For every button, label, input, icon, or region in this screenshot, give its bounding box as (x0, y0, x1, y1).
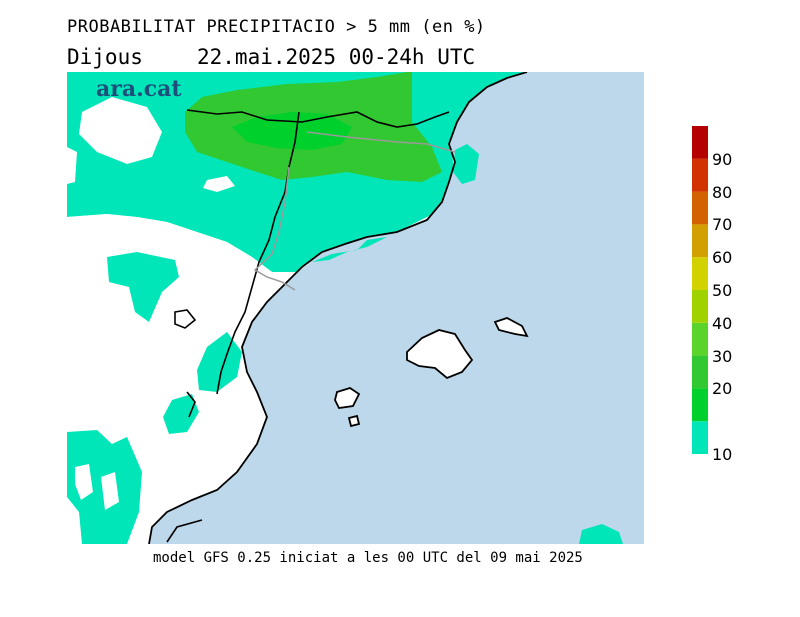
legend-label: 90 (712, 149, 733, 169)
sea (149, 72, 644, 544)
legend-label: 10 (712, 445, 733, 464)
brand-logo: ara.cat (96, 76, 182, 102)
legend-label: 20 (712, 379, 733, 399)
legend-swatch (692, 322, 708, 356)
white-patch (101, 472, 119, 510)
legend-swatch (692, 290, 708, 323)
island-ibiza (334, 387, 361, 409)
legend-label: 30 (712, 346, 733, 366)
island-formentera (347, 414, 361, 428)
legend-label: 70 (712, 215, 733, 235)
white-patch (203, 176, 235, 192)
probability-area-20 (232, 112, 352, 150)
probability-area-10 (107, 252, 179, 322)
coast-detail (166, 309, 203, 543)
legend-label: 80 (712, 182, 733, 202)
legend-swatch (692, 191, 708, 225)
coastline (148, 72, 528, 544)
region-border (253, 131, 456, 291)
island-menorca (493, 317, 529, 338)
probability-area-10 (163, 394, 199, 434)
legend-swatch (692, 257, 708, 290)
legend-swatch (692, 421, 708, 454)
legend-label: 60 (712, 248, 733, 268)
legend-swatch (692, 126, 708, 159)
probability-area-10 (312, 237, 387, 262)
legend-swatch (692, 388, 708, 422)
island-mallorca (406, 329, 474, 380)
forecast-day: Dijous (67, 45, 143, 69)
legend-colorbar (692, 126, 708, 454)
legend-swatch (692, 355, 708, 389)
chart-title: PROBABILITAT PRECIPITACIO > 5 mm (en %) (67, 17, 486, 37)
precipitation-map (67, 72, 644, 544)
probability-area-10 (579, 524, 623, 544)
legend-swatch (692, 158, 708, 192)
country-border (186, 109, 450, 128)
probability-area-10 (197, 332, 242, 392)
white-patch (75, 464, 93, 500)
white-patch (79, 97, 162, 164)
forecast-date: 22.mai.2025 00-24h UTC (197, 45, 476, 69)
legend-swatch (692, 224, 708, 258)
legend-label: 40 (712, 313, 733, 333)
probability-area-10 (453, 144, 479, 184)
white-patch (67, 147, 77, 184)
footer-model-info: model GFS 0.25 iniciat a les 00 UTC del … (153, 550, 583, 566)
legend-label: 50 (712, 281, 733, 300)
